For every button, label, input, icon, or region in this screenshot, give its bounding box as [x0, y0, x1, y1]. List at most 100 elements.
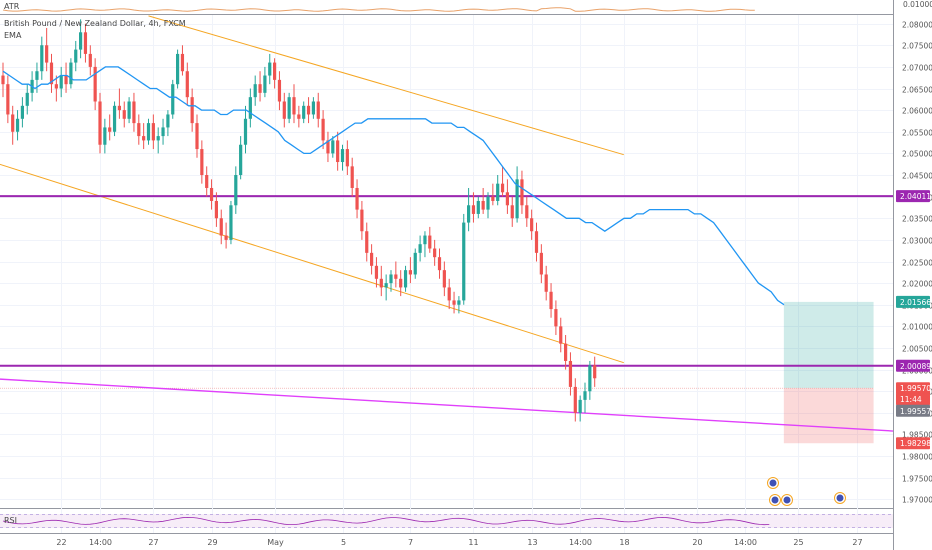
candle-body: [370, 252, 374, 266]
candle-body: [345, 149, 349, 167]
candle-body: [258, 84, 262, 93]
price-tick-label: 2.04500: [902, 172, 932, 181]
candle-body: [486, 196, 490, 210]
horizontal-levels[interactable]: [0, 195, 893, 367]
price-tick-label: 2.07000: [902, 64, 932, 73]
time-tick-label: 14:00: [89, 538, 112, 547]
candle-body: [525, 205, 529, 219]
atr-pane: [0, 0, 893, 14]
candle-body: [326, 140, 330, 154]
rsi-series: [2, 516, 770, 526]
event-dot: [783, 496, 791, 504]
candle-body: [108, 127, 112, 132]
price-tag: 1.99557: [896, 404, 931, 417]
event-dot: [771, 496, 779, 504]
candle-body: [69, 62, 73, 85]
candle-body: [452, 300, 456, 305]
candle-body: [408, 270, 412, 275]
event-flag-icon[interactable]: [769, 494, 781, 506]
position-tool[interactable]: [0, 301, 874, 444]
candle-body: [568, 360, 573, 387]
candle-body: [413, 252, 417, 275]
candle-body: [355, 187, 359, 210]
candle-body: [554, 309, 558, 327]
candle-body: [142, 136, 146, 141]
candle-body: [297, 114, 301, 119]
candle-body: [544, 274, 548, 292]
event-icons[interactable]: [767, 477, 846, 506]
candle-body: [428, 235, 432, 249]
candle-body: [171, 84, 175, 115]
time-tick-label: 7: [408, 538, 413, 547]
price-tag-label: 2.01566: [900, 298, 931, 307]
candle-body: [583, 391, 587, 400]
event-flag-icon[interactable]: [781, 494, 793, 506]
candle-body: [573, 386, 577, 413]
symbol-title: British Pound / New Zealand Dollar, 4h, …: [4, 19, 186, 28]
candle-body: [248, 97, 252, 119]
candle-body: [500, 183, 505, 193]
candle-body: [578, 399, 582, 413]
news-icon[interactable]: [767, 477, 779, 489]
time-axis[interactable]: 22 14:00 27 29 May 5 7 11 13 14:00 18 20 14:00 25 27: [56, 538, 862, 547]
candle-body: [505, 192, 509, 206]
candle-body: [403, 270, 408, 288]
price-tag-label: 2.00089: [900, 362, 931, 371]
candle-body: [374, 265, 379, 279]
candle-body: [103, 127, 107, 145]
candle-body: [350, 166, 354, 188]
price-tag-bg: [896, 404, 930, 417]
candle-body: [25, 92, 29, 106]
candle-body: [321, 118, 325, 141]
candle-body: [200, 149, 204, 176]
time-tick-label: 13: [527, 538, 537, 547]
candle-body: [389, 274, 393, 284]
price-axis[interactable]: 2.08000 2.07500 2.07000 2.06500 2.06000 2.055…: [902, 21, 932, 505]
candle-body: [530, 218, 534, 232]
candle-body: [287, 97, 291, 119]
price-tick-label: 1.97000: [902, 496, 932, 505]
candle-body: [219, 218, 223, 236]
rsi-pane: [0, 514, 893, 528]
candle-body: [151, 123, 155, 141]
candle-body: [88, 53, 92, 67]
candle-body: [437, 257, 442, 271]
candle-body: [161, 127, 165, 137]
candle-body: [54, 84, 58, 89]
price-tick-label: 2.02500: [902, 259, 932, 268]
candle-body: [467, 205, 471, 223]
price-tag-bg: [896, 359, 930, 372]
candle-body: [282, 101, 286, 119]
candle-body: [156, 136, 160, 141]
price-tick-label: 2.03500: [902, 215, 932, 224]
candle-body: [442, 270, 446, 288]
candle-body: [593, 365, 597, 379]
time-tick-label: 27: [852, 538, 862, 547]
candle-body: [214, 200, 218, 219]
support-trendline: [0, 378, 894, 432]
event-flag-icon[interactable]: [834, 492, 846, 504]
candle-body: [476, 200, 480, 214]
candle-body: [457, 300, 461, 305]
candle-body: [1, 75, 5, 85]
price-tick-label: 2.05000: [902, 150, 932, 159]
channel-upper: [148, 15, 624, 156]
candle-body: [418, 244, 422, 253]
price-tag: 2.04011: [896, 190, 931, 203]
candle-body: [11, 114, 15, 132]
candle-body: [127, 101, 131, 119]
candle-body: [510, 205, 514, 219]
candle-body: [539, 252, 543, 275]
candle-body: [224, 235, 228, 240]
price-tick-label: 1.97500: [902, 475, 932, 484]
candle-body: [273, 62, 277, 80]
candle-body: [35, 71, 39, 80]
ema-label: EMA: [4, 31, 22, 40]
grid-lines: [0, 15, 893, 533]
candle-body: [93, 66, 97, 102]
candle-body: [137, 123, 141, 137]
candle-body: [433, 248, 437, 258]
candle-body: [20, 105, 24, 119]
